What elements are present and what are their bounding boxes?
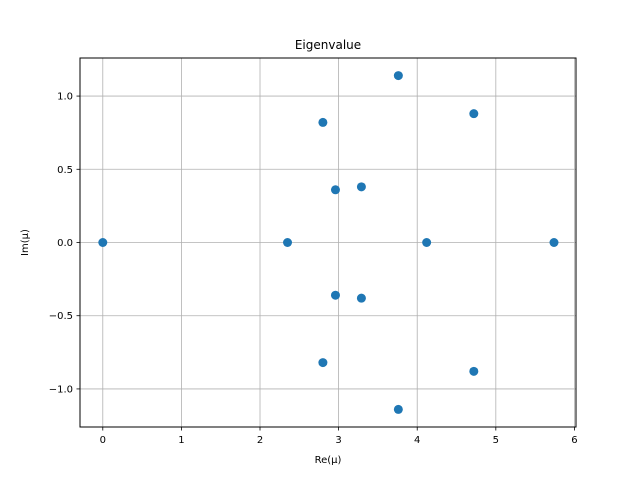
data-point bbox=[330, 290, 340, 300]
data-point bbox=[422, 238, 432, 247]
chart-title: Eigenvalue bbox=[295, 38, 361, 52]
data-point bbox=[283, 238, 293, 247]
y-axis-label: Im(μ) bbox=[20, 229, 31, 256]
data-point bbox=[469, 109, 479, 119]
data-point bbox=[549, 238, 559, 247]
x-tick-label: 1 bbox=[178, 435, 184, 446]
data-point bbox=[98, 238, 108, 247]
x-tick-label: 0 bbox=[100, 435, 106, 446]
y-tick-label: −1.0 bbox=[49, 384, 73, 395]
data-point bbox=[393, 71, 403, 81]
x-tick-label: 2 bbox=[257, 435, 263, 446]
data-points bbox=[98, 71, 559, 414]
data-point bbox=[318, 358, 328, 368]
data-point bbox=[393, 404, 403, 414]
x-tick-label: 4 bbox=[414, 435, 420, 446]
y-tick-label: −0.5 bbox=[49, 311, 73, 322]
x-tick-label: 5 bbox=[493, 435, 499, 446]
y-tick-label: 0.5 bbox=[57, 165, 73, 176]
x-axis-label: Re(μ) bbox=[315, 455, 342, 466]
data-point bbox=[356, 293, 366, 303]
data-point bbox=[318, 117, 328, 127]
axis-ticks: 0 1 2 3 4 5 6 −1.0 −0.5 0.0 0.5 1.0 bbox=[49, 92, 578, 446]
x-tick-label: 6 bbox=[571, 435, 577, 446]
y-tick-label: 0.0 bbox=[57, 238, 73, 249]
data-point bbox=[330, 185, 340, 195]
grid-lines bbox=[80, 58, 576, 427]
y-tick-label: 1.0 bbox=[57, 92, 73, 103]
data-point bbox=[356, 182, 366, 192]
x-tick-label: 3 bbox=[335, 435, 341, 446]
data-point bbox=[469, 366, 479, 376]
